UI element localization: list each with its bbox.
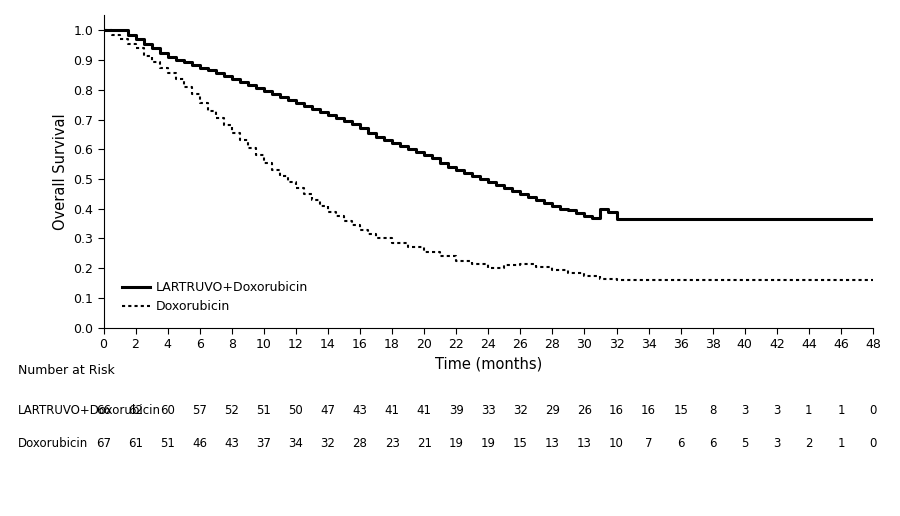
LARTRUVO+Doxorubicin — [363, 130, 374, 136]
Text: LARTRUVO+Doxorubicin: LARTRUVO+Doxorubicin — [18, 404, 161, 417]
X-axis label: Time (months): Time (months) — [435, 357, 542, 372]
Text: 6: 6 — [677, 437, 684, 450]
Text: 57: 57 — [193, 404, 207, 417]
Text: 41: 41 — [384, 404, 400, 417]
Text: 3: 3 — [773, 404, 780, 417]
Text: 19: 19 — [481, 437, 496, 450]
Text: 60: 60 — [160, 404, 176, 417]
Text: 50: 50 — [289, 404, 303, 417]
Doxorubicin — [402, 244, 413, 250]
LARTRUVO+Doxorubicin — [395, 143, 406, 150]
Doxorubicin — [219, 122, 230, 128]
Text: 2: 2 — [806, 437, 813, 450]
Text: 66: 66 — [96, 404, 111, 417]
Text: 21: 21 — [417, 437, 432, 450]
Text: 33: 33 — [481, 404, 496, 417]
Text: 13: 13 — [577, 437, 592, 450]
Text: 3: 3 — [773, 437, 780, 450]
Text: 51: 51 — [256, 404, 271, 417]
Doxorubicin — [611, 277, 622, 283]
LARTRUVO+Doxorubicin — [443, 164, 454, 170]
Text: 7: 7 — [644, 437, 652, 450]
Text: 62: 62 — [128, 404, 143, 417]
Text: 16: 16 — [641, 404, 656, 417]
Text: 1: 1 — [837, 437, 845, 450]
Text: 0: 0 — [869, 437, 877, 450]
Text: 52: 52 — [224, 404, 239, 417]
Text: 28: 28 — [353, 437, 367, 450]
Text: Doxorubicin: Doxorubicin — [18, 437, 88, 450]
Text: 8: 8 — [709, 404, 716, 417]
Text: 43: 43 — [224, 437, 239, 450]
Text: 15: 15 — [673, 404, 689, 417]
LARTRUVO+Doxorubicin — [322, 112, 333, 118]
Doxorubicin — [595, 276, 606, 282]
Text: 23: 23 — [384, 437, 400, 450]
Text: 1: 1 — [837, 404, 845, 417]
Text: 5: 5 — [741, 437, 749, 450]
Text: 19: 19 — [449, 437, 464, 450]
Text: 32: 32 — [320, 437, 336, 450]
Text: 41: 41 — [417, 404, 432, 417]
Doxorubicin — [186, 91, 197, 98]
Text: 6: 6 — [709, 437, 716, 450]
Text: 15: 15 — [513, 437, 527, 450]
Text: 34: 34 — [288, 437, 303, 450]
Doxorubicin — [868, 277, 878, 283]
Line: Doxorubicin: Doxorubicin — [104, 30, 873, 280]
Y-axis label: Overall Survival: Overall Survival — [52, 113, 68, 230]
Doxorubicin — [363, 231, 374, 237]
Text: 29: 29 — [544, 404, 560, 417]
LARTRUVO+Doxorubicin — [435, 159, 446, 166]
Doxorubicin — [227, 130, 238, 136]
Text: 1: 1 — [806, 404, 813, 417]
Text: 16: 16 — [609, 404, 624, 417]
Doxorubicin — [98, 27, 109, 34]
LARTRUVO+Doxorubicin — [868, 216, 878, 222]
Line: LARTRUVO+Doxorubicin: LARTRUVO+Doxorubicin — [104, 30, 873, 219]
Text: 47: 47 — [320, 404, 336, 417]
Legend: LARTRUVO+Doxorubicin, Doxorubicin: LARTRUVO+Doxorubicin, Doxorubicin — [117, 276, 313, 318]
Text: 67: 67 — [96, 437, 111, 450]
Text: 32: 32 — [513, 404, 527, 417]
Text: 0: 0 — [869, 404, 877, 417]
LARTRUVO+Doxorubicin — [98, 27, 109, 34]
Text: 13: 13 — [544, 437, 560, 450]
LARTRUVO+Doxorubicin — [611, 216, 622, 222]
Text: 10: 10 — [609, 437, 624, 450]
Text: 51: 51 — [160, 437, 176, 450]
Text: 61: 61 — [128, 437, 143, 450]
Text: 3: 3 — [741, 404, 749, 417]
Text: 39: 39 — [449, 404, 464, 417]
Text: Number at Risk: Number at Risk — [18, 364, 115, 377]
LARTRUVO+Doxorubicin — [178, 58, 189, 64]
Text: 43: 43 — [353, 404, 367, 417]
Text: 26: 26 — [577, 404, 592, 417]
Text: 46: 46 — [193, 437, 207, 450]
Text: 37: 37 — [256, 437, 271, 450]
